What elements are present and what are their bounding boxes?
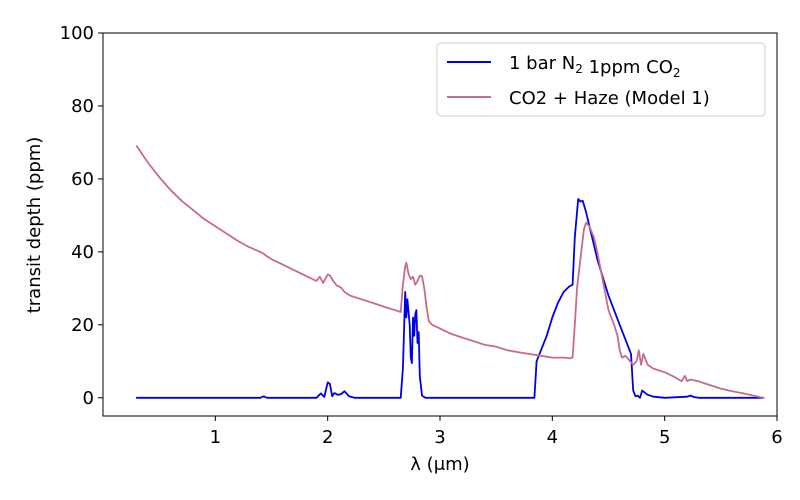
x-tick-label: 4 [547, 427, 558, 448]
x-tick-label: 2 [322, 427, 333, 448]
x-axis-label: λ (μm) [410, 454, 469, 475]
series-layer [135, 145, 765, 399]
x-tick-label: 3 [434, 427, 445, 448]
x-tick-label: 1 [210, 427, 221, 448]
legend-label-2: CO2 + Haze (Model 1) [509, 88, 710, 109]
y-tick-label: 100 [60, 23, 94, 44]
y-tick-label: 0 [83, 388, 94, 409]
y-axis-label: transit depth (ppm) [24, 137, 45, 314]
series-line-2 [135, 145, 765, 399]
legend-label-1: 1 bar N2 1ppm CO2 [509, 53, 681, 80]
y-axis-ticks: 0 20 40 60 80 100 [60, 23, 103, 409]
y-tick-label: 60 [71, 169, 94, 190]
x-tick-label: 6 [771, 427, 782, 448]
y-tick-label: 40 [71, 242, 94, 263]
x-tick-label: 5 [659, 427, 670, 448]
x-axis-ticks: 1 2 3 4 5 6 [210, 416, 783, 448]
legend-box [436, 42, 766, 117]
legend: 1 bar N2 1ppm CO2 CO2 + Haze (Model 1) [436, 42, 766, 117]
y-tick-label: 80 [71, 96, 94, 117]
series-line-1 [135, 198, 765, 399]
y-tick-label: 20 [71, 315, 94, 336]
legend-items: 1 bar N2 1ppm CO2 CO2 + Haze (Model 1) [447, 53, 710, 109]
